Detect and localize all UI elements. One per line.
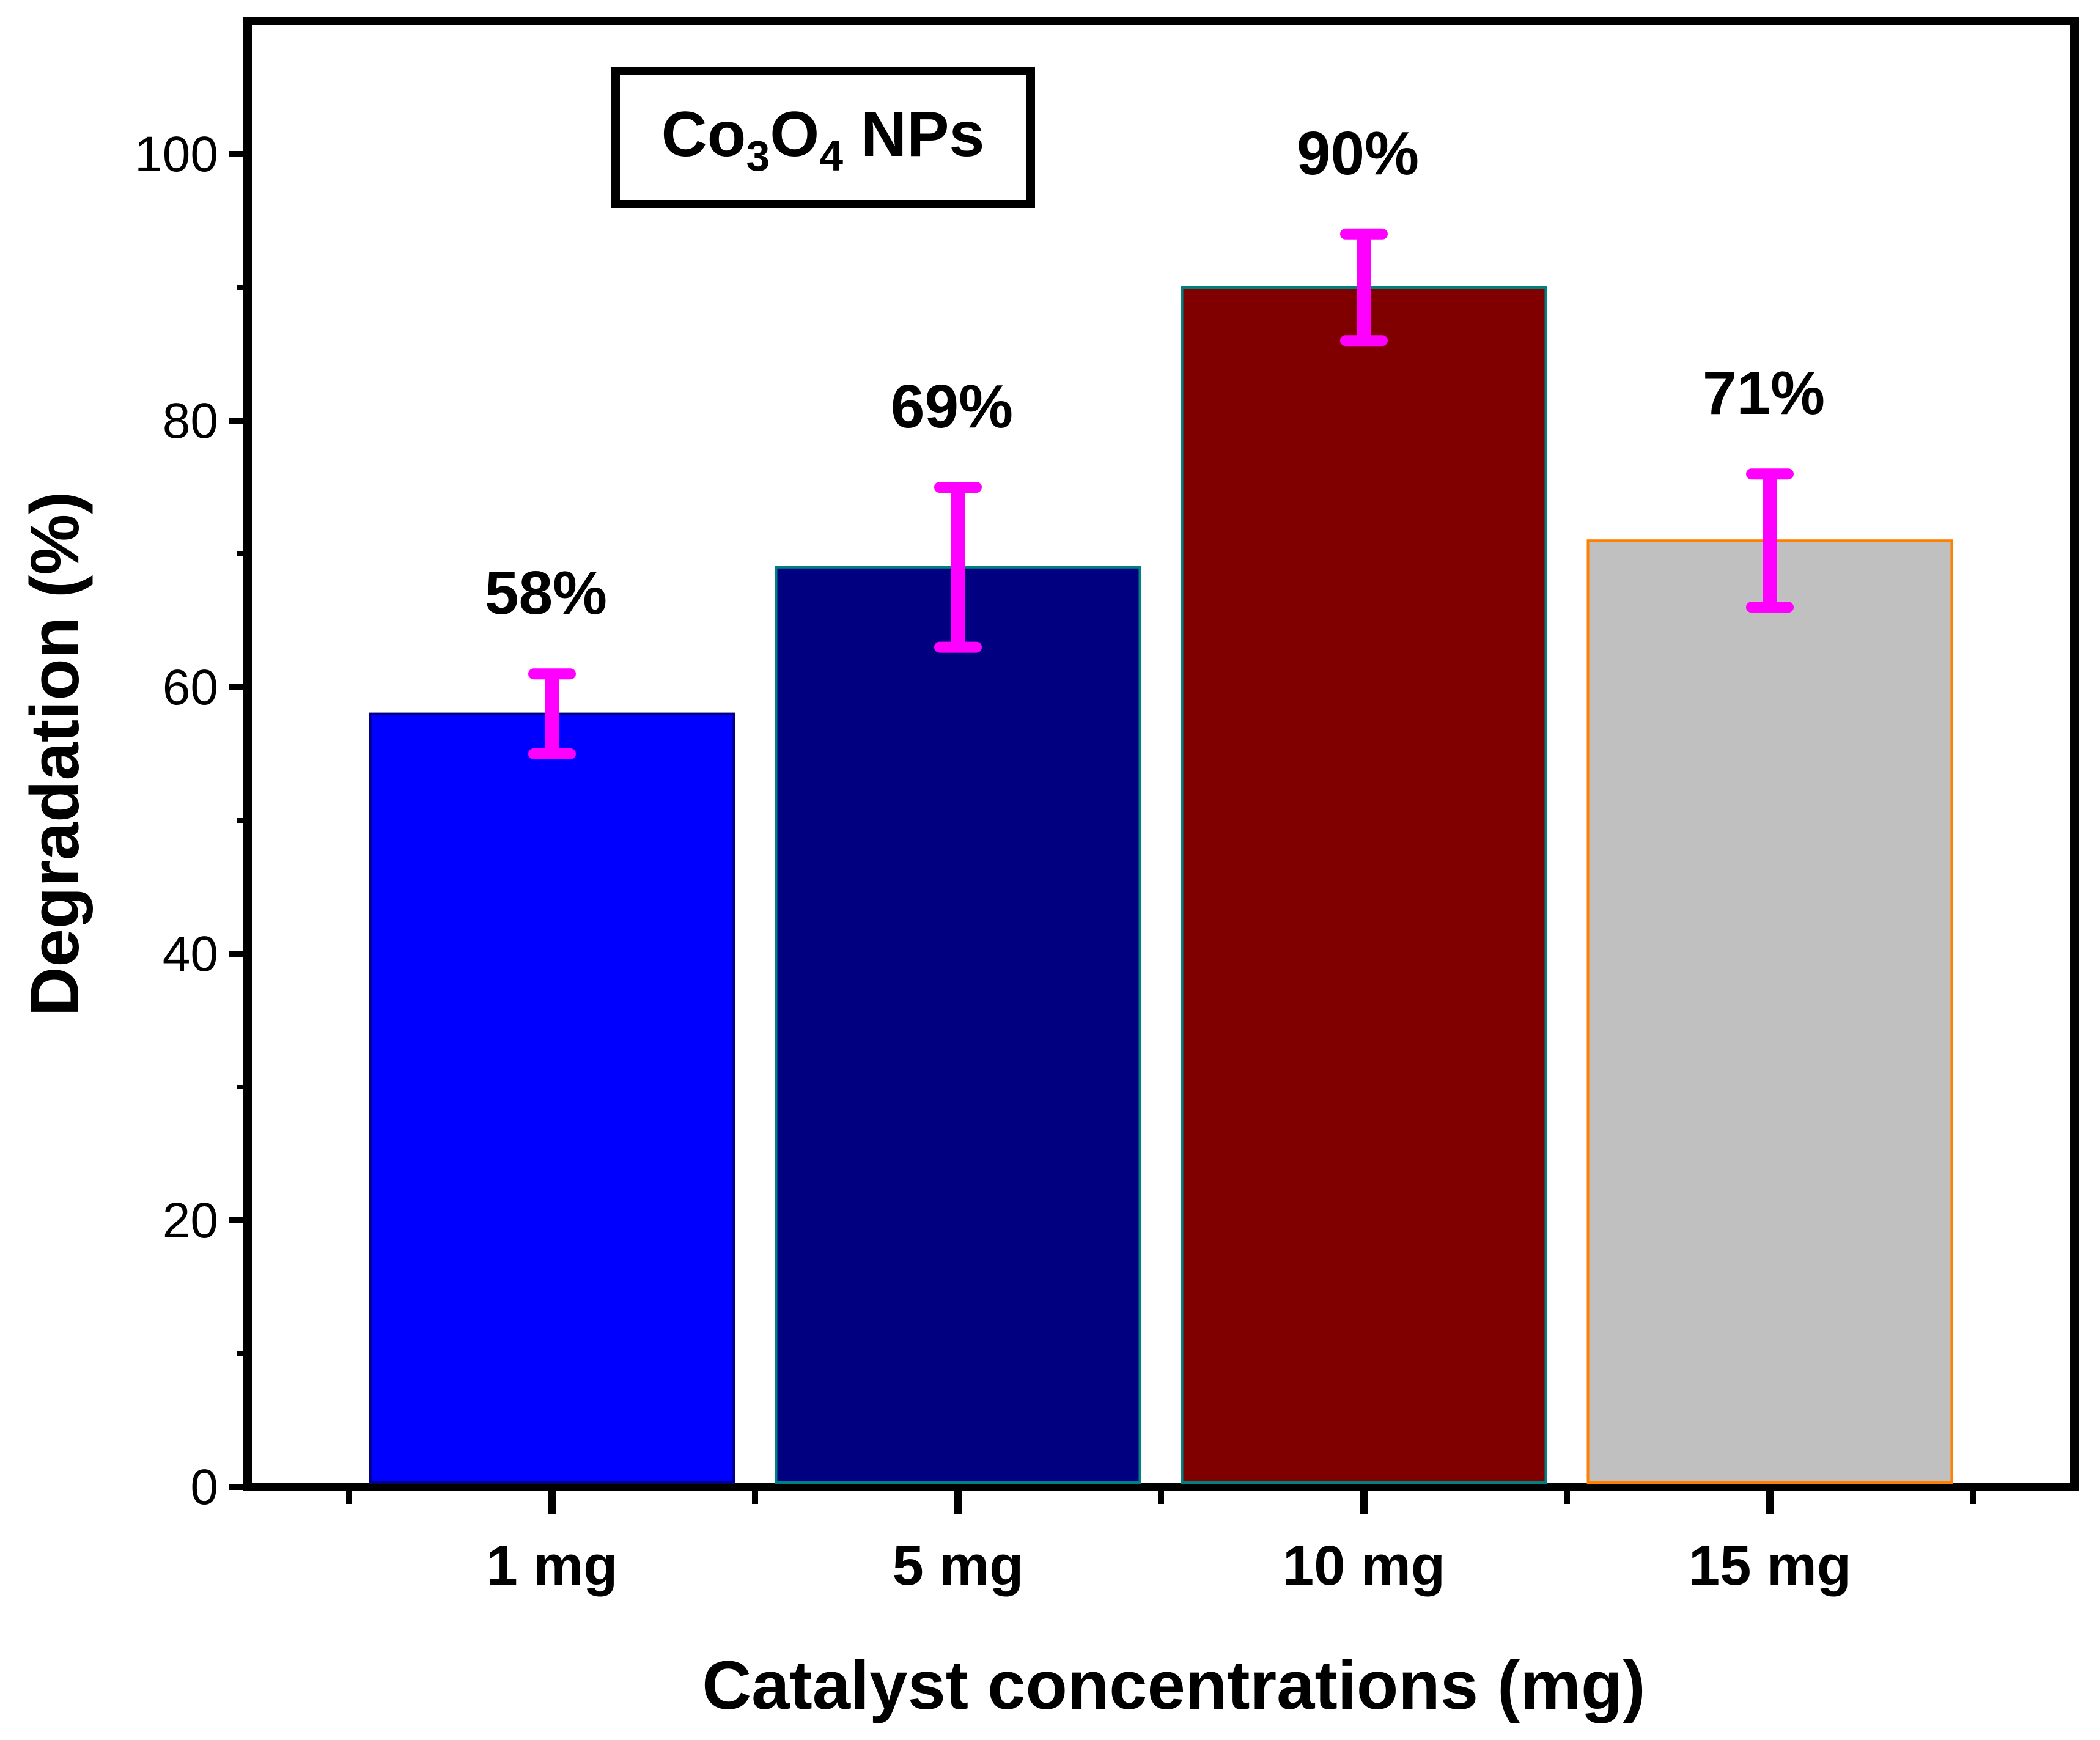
- data-label-2: 69%: [891, 372, 1013, 441]
- legend-box: [611, 67, 1035, 208]
- legend-label: Co3O4 NPs: [661, 99, 985, 180]
- y-tick-label-100: 100: [134, 127, 218, 182]
- legend: Co3O4 NPs: [611, 67, 1035, 208]
- y-tick-label-20: 20: [163, 1193, 218, 1248]
- y-tick-label-60: 60: [163, 660, 218, 715]
- y-tick-label-0: 0: [190, 1459, 218, 1515]
- bar-2: [775, 566, 1141, 1484]
- x-tick-label-1: 1 mg: [487, 1535, 618, 1597]
- bar-4: [1586, 539, 1953, 1484]
- data-label-1: 58%: [485, 559, 607, 627]
- bars-layer: [369, 286, 1953, 1484]
- y-tick-label-40: 40: [163, 926, 218, 982]
- x-tick-label-4: 15 mg: [1689, 1535, 1851, 1597]
- y-axis-title: Degradation (%): [17, 492, 93, 1017]
- legend-subscript-4: 4: [819, 132, 843, 180]
- data-label-4: 71%: [1703, 359, 1825, 427]
- y-tick-label-80: 80: [163, 393, 218, 449]
- x-tick-label-2: 5 mg: [893, 1535, 1024, 1597]
- data-label-3: 90%: [1297, 119, 1419, 188]
- data-labels-layer: 58% 69% 90% 71%: [485, 119, 1825, 627]
- x-axis: 1 mg 5 mg 10 mg 15 mg: [346, 1487, 1976, 1597]
- bar-1: [369, 712, 735, 1484]
- x-tick-label-3: 10 mg: [1283, 1535, 1445, 1597]
- error-bars-layer: [528, 228, 1794, 759]
- y-axis: 0 20 40 60 80 100: [134, 127, 248, 1515]
- x-axis-title: Catalyst concentrations (mg): [702, 1647, 1645, 1723]
- bar-3: [1181, 286, 1547, 1484]
- legend-subscript-3: 3: [746, 132, 770, 180]
